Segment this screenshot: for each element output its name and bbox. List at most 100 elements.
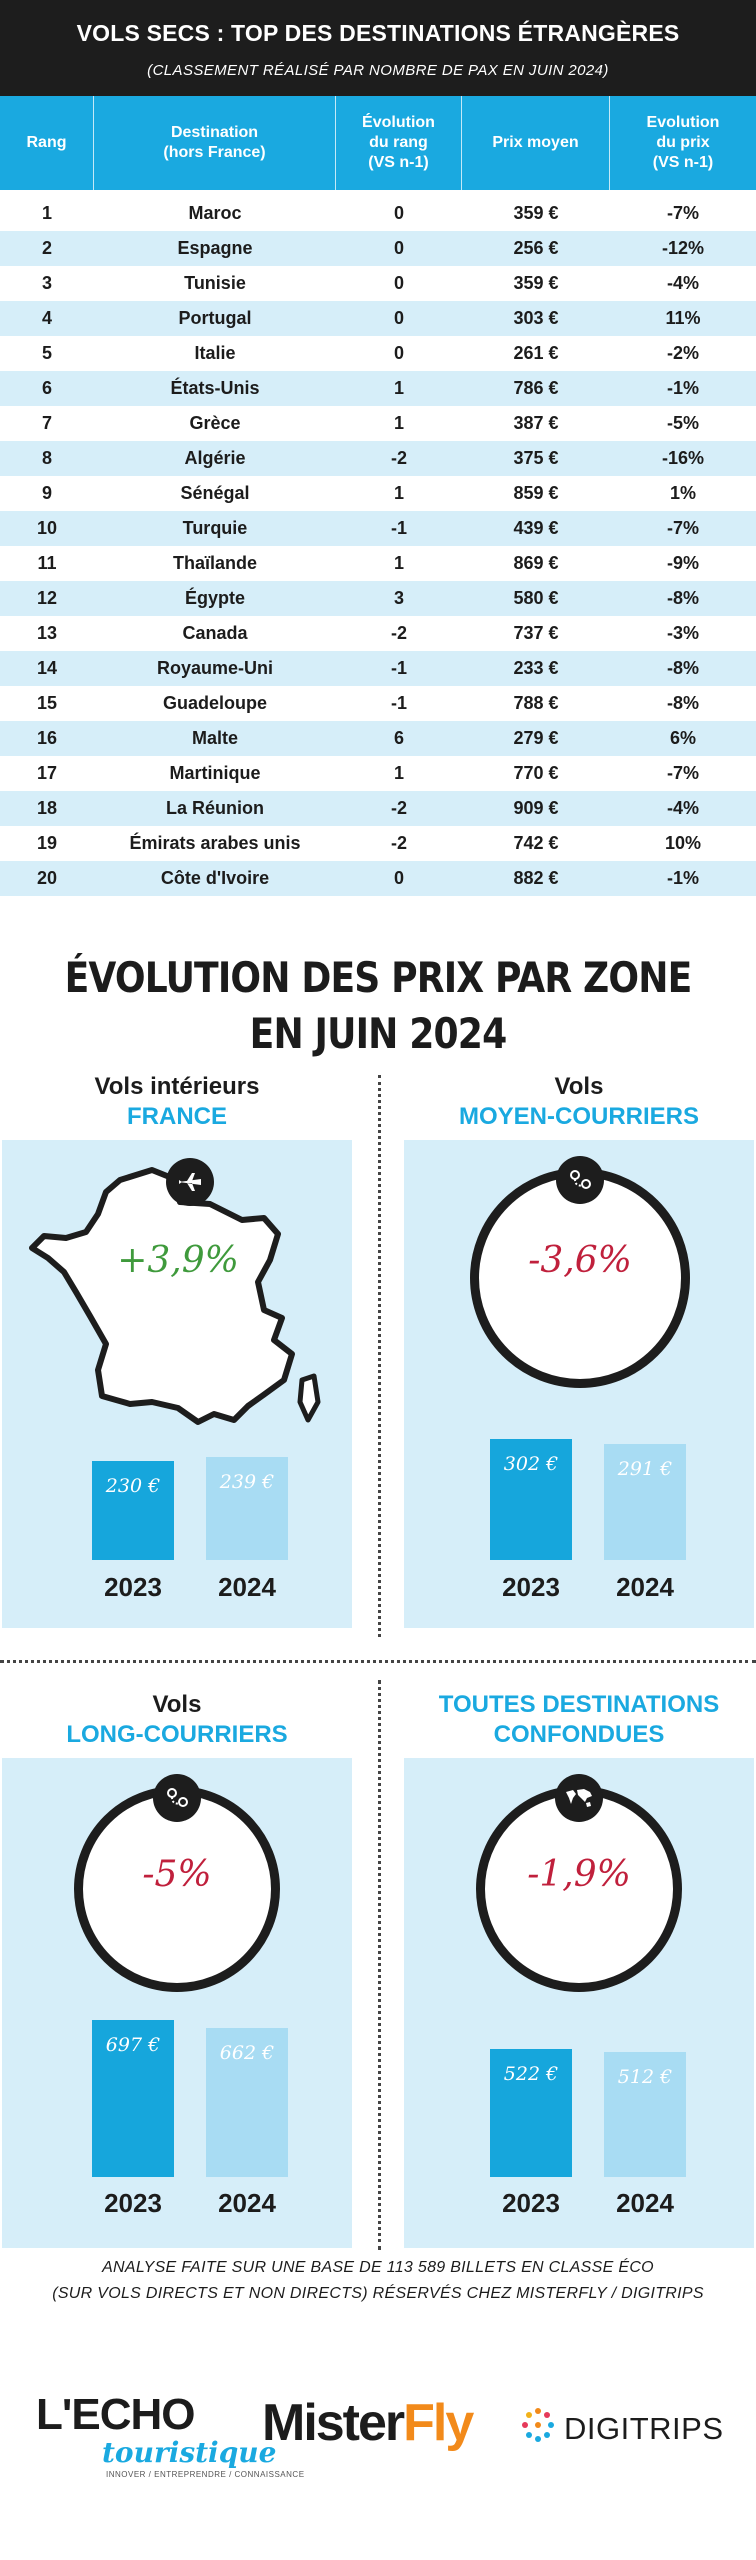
year-label: 2023 (104, 1572, 162, 1602)
cell-destination: Malte (191, 728, 238, 748)
route-pins-icon (153, 1774, 201, 1822)
cell-price: 261 € (513, 343, 559, 363)
separator-vertical-bottom (378, 1680, 381, 2250)
quadrant-panel-long-haul: -5% (2, 1758, 352, 2248)
change-percent-all-destinations: -1,9% (527, 1854, 631, 1895)
col-header-rank: Rang (0, 96, 94, 190)
cell-destination: Sénégal (180, 483, 250, 503)
bar-2024: 291 € (604, 1444, 686, 1560)
bar-value-label: 239 € (219, 1471, 275, 1493)
bar-2024: 239 € (206, 1457, 288, 1560)
separator-horizontal (0, 1660, 756, 1663)
year-label: 2024 (218, 2188, 276, 2218)
cell-rank-change: 0 (393, 343, 404, 363)
cell-price-change: -8% (666, 588, 699, 608)
year-label: 2023 (502, 2188, 560, 2218)
year-label: 2024 (616, 1572, 674, 1602)
france-map-icon (29, 1167, 321, 1425)
cell-price-change: -7% (666, 203, 699, 223)
cell-rank: 3 (41, 273, 52, 293)
cell-rank-change: 0 (393, 203, 404, 223)
cell-rank-change: -1 (390, 518, 407, 538)
quadrant-title-all-destinations: TOUTES DESTINATIONS CONFONDUES (438, 1691, 720, 1748)
cell-destination: La Réunion (166, 798, 264, 818)
table-row: 8 Algérie -2 375 € -16% (0, 441, 756, 476)
cell-rank: 8 (41, 448, 52, 468)
bar-value-label: 522 € (503, 2063, 559, 2085)
table-row: 4 Portugal 0 303 € 11% (0, 301, 756, 336)
col-header-price: Prix moyen (462, 96, 610, 190)
header-title: VOLS SECS : TOP DES DESTINATIONS ÉTRANGÈ… (76, 20, 680, 46)
cell-price: 580 € (513, 588, 559, 608)
cell-price-change: 1% (669, 483, 696, 503)
cell-price: 788 € (513, 693, 559, 713)
table-row: 12 Égypte 3 580 € -8% (0, 581, 756, 616)
cell-rank-change: -1 (390, 658, 407, 678)
separator-vertical-top (378, 1075, 381, 1637)
cell-price: 770 € (513, 763, 559, 783)
digitrips-dots-icon (522, 2408, 554, 2442)
cell-rank-change: 6 (393, 728, 404, 748)
bar-value-label: 662 € (219, 2042, 275, 2064)
table-row: 2 Espagne 0 256 € -12% (0, 231, 756, 266)
bar-2024: 662 € (206, 2028, 288, 2177)
cell-rank: 19 (36, 833, 58, 853)
cell-destination: Grèce (189, 413, 241, 433)
cell-price: 387 € (513, 413, 559, 433)
cell-rank-change: -2 (390, 833, 407, 853)
change-percent-medium-haul: -3,6% (528, 1240, 632, 1281)
year-label: 2023 (104, 2188, 162, 2218)
section-title: ÉVOLUTION DES PRIX PAR ZONE EN JUIN 2024 (64, 953, 693, 1058)
cell-price: 256 € (513, 238, 559, 258)
cell-price-change: -12% (661, 238, 705, 258)
bar-value-label: 697 € (105, 2034, 161, 2056)
cell-price-change: -5% (666, 413, 699, 433)
cell-price-change: -7% (666, 763, 699, 783)
cell-price: 279 € (513, 728, 559, 748)
cell-rank-change: 1 (393, 413, 404, 433)
cell-price: 359 € (513, 273, 559, 293)
bar-2023: 230 € (92, 1461, 174, 1560)
cell-rank-change: 1 (393, 763, 404, 783)
table-row: 1 Maroc 0 359 € -7% (0, 196, 756, 231)
year-label: 2023 (502, 1572, 560, 1602)
world-map-icon (555, 1774, 603, 1822)
cell-rank: 9 (41, 483, 52, 503)
cell-rank-change: 1 (393, 553, 404, 573)
table-row: 5 Italie 0 261 € -2% (0, 336, 756, 371)
bar-2023: 522 € (490, 2049, 572, 2177)
cell-rank-change: -2 (390, 798, 407, 818)
cell-destination: Tunisie (184, 273, 246, 293)
cell-destination: Émirats arabes unis (129, 833, 301, 853)
cell-price-change: 6% (669, 728, 696, 748)
cell-rank: 6 (41, 378, 52, 398)
table-header: Rang Destination (hors France) Évolution d… (0, 96, 756, 190)
cell-destination: Espagne (177, 238, 253, 258)
cell-rank: 2 (41, 238, 52, 258)
bar-2023: 697 € (92, 2020, 174, 2177)
cell-rank-change: 0 (393, 238, 404, 258)
cell-price-change: -16% (661, 448, 705, 468)
cell-price-change: -4% (666, 273, 699, 293)
change-percent-france: +3,9% (117, 1240, 239, 1281)
echo-touristique-logo: L'ECHO touristique INNOVER / ENTREPRENDR… (36, 2390, 305, 2479)
table-row: 10 Turquie -1 439 € -7% (0, 511, 756, 546)
table-row: 6 États-Unis 1 786 € -1% (0, 371, 756, 406)
cell-rank-change: 3 (393, 588, 404, 608)
cell-price-change: -1% (666, 378, 699, 398)
cell-price: 233 € (513, 658, 559, 678)
cell-destination: Égypte (184, 588, 245, 608)
cell-price-change: -1% (666, 868, 699, 888)
quadrant-panel-france: +3,9% (2, 1140, 352, 1628)
change-percent-long-haul: -5% (142, 1854, 212, 1895)
cell-price-change: -3% (666, 623, 699, 643)
year-label: 2024 (616, 2188, 674, 2218)
bar-value-label: 302 € (503, 1453, 559, 1475)
cell-rank: 16 (36, 728, 58, 748)
cell-price: 375 € (513, 448, 559, 468)
cell-rank-change: 0 (393, 273, 404, 293)
table-row: 20 Côte d'Ivoire 0 882 € -1% (0, 861, 756, 896)
cell-rank: 4 (41, 308, 52, 328)
cell-destination: Turquie (182, 518, 248, 538)
quadrant-panel-medium-haul: -3,6% (404, 1140, 754, 1628)
